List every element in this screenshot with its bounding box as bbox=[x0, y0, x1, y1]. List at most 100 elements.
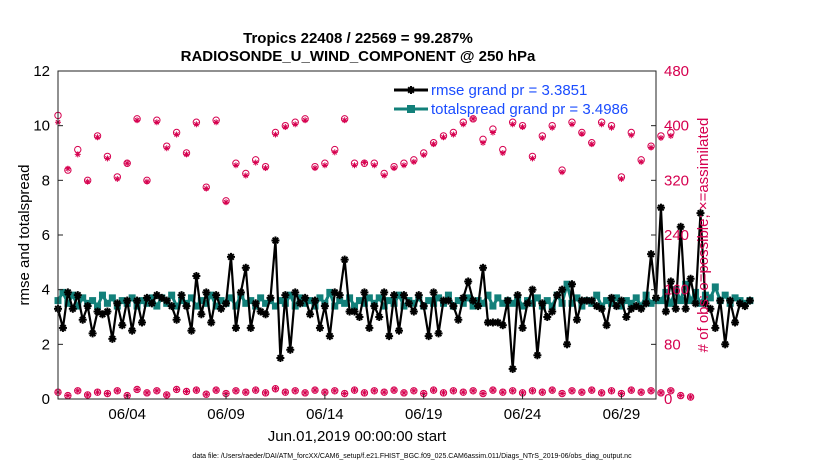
totalspread-point bbox=[138, 297, 146, 305]
rmse-point bbox=[113, 299, 122, 308]
rmse-point bbox=[172, 315, 181, 324]
obs-assimilated-marker bbox=[470, 387, 477, 394]
obs-assimilated-marker bbox=[440, 134, 447, 141]
obs-assimilated-marker bbox=[420, 152, 427, 159]
obs-possible-marker bbox=[657, 389, 665, 397]
rmse-point bbox=[128, 326, 137, 335]
obs-possible-marker bbox=[597, 389, 606, 397]
obs-assimilated-marker bbox=[470, 115, 477, 122]
totalspread-point bbox=[425, 297, 433, 305]
rmse-point bbox=[390, 291, 399, 300]
rmse-point bbox=[207, 318, 216, 327]
rmse-point bbox=[612, 302, 621, 311]
totalspread-point bbox=[479, 299, 487, 307]
obs-assimilated-marker bbox=[371, 387, 378, 394]
rmse-point bbox=[444, 296, 453, 305]
rmse-point bbox=[449, 302, 458, 311]
rmse-point bbox=[404, 299, 413, 308]
obs-possible-marker bbox=[123, 159, 131, 167]
totalspread-point bbox=[380, 302, 388, 310]
totalspread-point bbox=[647, 299, 655, 307]
rmse-point bbox=[320, 302, 329, 311]
rmse-point bbox=[231, 323, 240, 332]
totalspread-point bbox=[622, 297, 630, 305]
rmse-point bbox=[103, 307, 112, 316]
obs-assimilated-marker bbox=[519, 124, 526, 131]
rmse-point bbox=[726, 296, 735, 305]
obs-possible-marker bbox=[607, 387, 616, 395]
obs-assimilated-marker bbox=[173, 386, 180, 393]
totalspread-point bbox=[360, 299, 368, 307]
obs-assimilated-marker bbox=[321, 389, 328, 396]
rmse-point bbox=[296, 299, 305, 308]
obs-possible-marker bbox=[291, 387, 299, 395]
totalspread-point bbox=[197, 297, 205, 305]
rmse-point bbox=[740, 302, 749, 311]
obs-possible-marker bbox=[380, 388, 388, 396]
obs-assimilated-marker bbox=[341, 390, 348, 397]
obs-possible-marker bbox=[439, 389, 448, 397]
rmse-point bbox=[711, 323, 720, 332]
rmse-point bbox=[142, 293, 151, 302]
rmse-point bbox=[607, 293, 616, 302]
obs-assimilated-marker bbox=[460, 121, 467, 128]
obs-possible-marker bbox=[271, 385, 280, 393]
x-tick-label: 06/04 bbox=[108, 406, 146, 423]
rmse-point bbox=[567, 280, 576, 289]
right-tick-label: 0 bbox=[664, 391, 672, 408]
totalspread-point bbox=[316, 294, 324, 302]
obs-possible-marker bbox=[677, 391, 685, 400]
totalspread-point bbox=[207, 291, 215, 299]
obs-assimilated-marker bbox=[163, 391, 170, 398]
totalspread-point bbox=[672, 286, 680, 294]
totalspread-point bbox=[484, 291, 492, 299]
rmse-point bbox=[226, 252, 235, 261]
obs-assimilated-marker bbox=[460, 389, 467, 396]
x-tick-label: 06/24 bbox=[504, 406, 542, 423]
legend-spread-marker bbox=[407, 105, 415, 113]
rmse-point bbox=[513, 291, 522, 300]
obs-possible-marker bbox=[686, 393, 695, 401]
obs-possible-marker bbox=[74, 387, 82, 395]
obs-possible-marker bbox=[499, 388, 507, 396]
totalspread-point bbox=[627, 299, 635, 307]
left-tick-label: 6 bbox=[42, 227, 50, 244]
rmse-point bbox=[671, 304, 680, 313]
obs-possible-marker bbox=[182, 387, 191, 396]
obs-assimilated-marker bbox=[74, 387, 81, 394]
rmse-point bbox=[83, 302, 92, 311]
obs-assimilated-marker bbox=[183, 151, 190, 158]
obs-possible-marker bbox=[469, 115, 477, 123]
rmse-point bbox=[315, 323, 324, 332]
obs-possible-marker bbox=[83, 391, 92, 399]
obs-assimilated-marker bbox=[173, 131, 180, 138]
obs-possible-marker bbox=[360, 389, 369, 397]
rmse-point bbox=[350, 307, 359, 316]
obs-possible-marker bbox=[548, 386, 556, 394]
totalspread-point bbox=[558, 299, 566, 307]
totalspread-point bbox=[296, 294, 304, 302]
rmse-point bbox=[637, 304, 646, 313]
rmse-point bbox=[261, 310, 270, 319]
totalspread-point bbox=[257, 294, 265, 302]
rmse-point bbox=[691, 299, 700, 308]
chart-subtitle: RADIOSONDE_U_WIND_COMPONENT @ 250 hPa bbox=[181, 48, 536, 65]
obs-assimilated-marker bbox=[351, 387, 358, 394]
obs-assimilated-marker bbox=[381, 172, 388, 179]
totalspread-point bbox=[548, 302, 556, 310]
obs-assimilated-marker bbox=[657, 389, 664, 396]
totalspread-point bbox=[657, 297, 665, 305]
obs-assimilated-marker bbox=[410, 158, 417, 165]
obs-possible-marker bbox=[410, 387, 418, 395]
totalspread-point bbox=[232, 302, 240, 310]
totalspread-point bbox=[706, 294, 714, 302]
obs-assimilated-marker bbox=[578, 389, 585, 396]
obs-possible-marker bbox=[340, 389, 349, 398]
rmse-point bbox=[271, 236, 280, 245]
obs-assimilated-marker bbox=[400, 389, 407, 396]
rmse-point bbox=[429, 288, 438, 297]
obs-assimilated-marker bbox=[529, 387, 536, 394]
obs-assimilated-marker bbox=[163, 145, 170, 152]
rmse-point bbox=[192, 272, 201, 280]
totalspread-point bbox=[74, 302, 82, 310]
